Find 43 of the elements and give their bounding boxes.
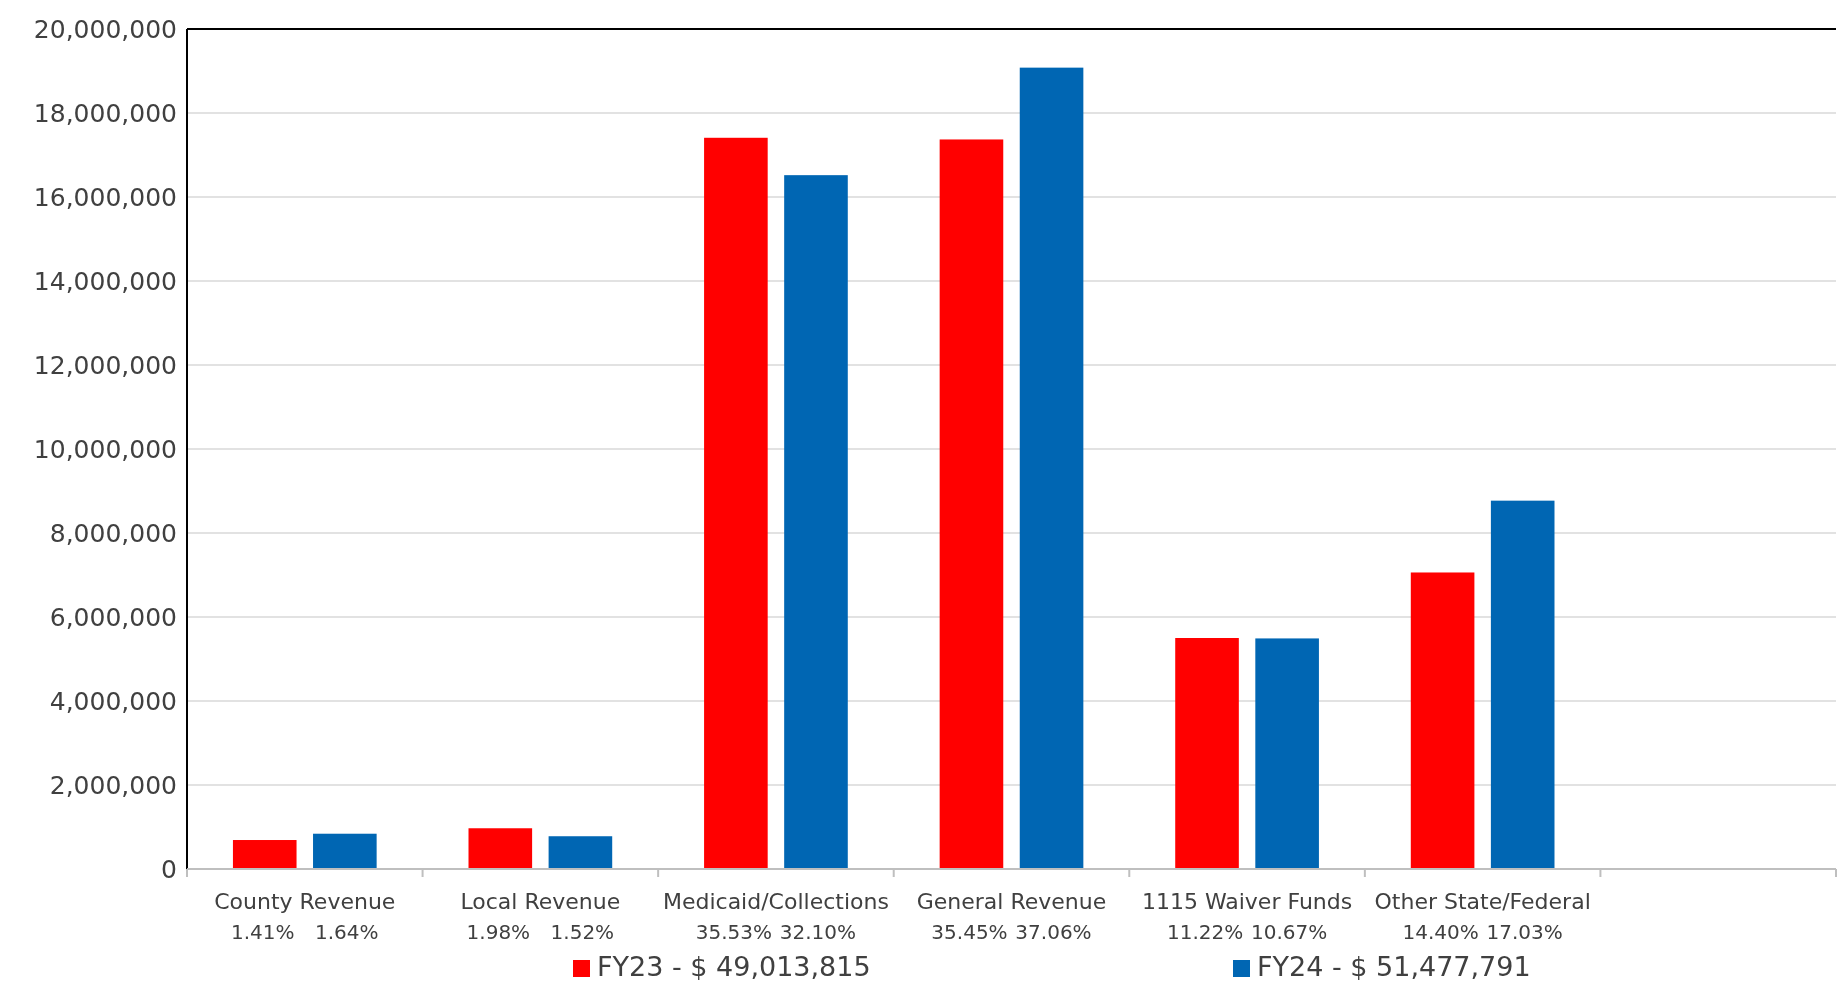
text: 1.64% [315, 920, 379, 944]
y-tick-label: 20,000,000 [33, 14, 177, 44]
text: 35.45% [931, 920, 1008, 944]
text: 10.67% [1250, 920, 1328, 944]
x-tick-label: Local Revenue [460, 889, 621, 914]
text: 17.03% [1486, 920, 1563, 944]
bar [468, 828, 533, 869]
y-tick-label: 0 [161, 854, 177, 884]
y-tick-label: 8,000,000 [49, 518, 177, 548]
x-tick-label: County Revenue [214, 889, 396, 914]
bar [313, 833, 377, 869]
bar [939, 139, 1004, 869]
text: 11.22% [1166, 920, 1244, 944]
bar [1019, 67, 1084, 869]
y-tick-label: 12,000,000 [33, 350, 177, 380]
y-tick-label: 2,000,000 [49, 770, 177, 800]
text: 14.40% [1402, 920, 1479, 944]
text: 35.53% [695, 920, 773, 944]
bar [232, 840, 297, 869]
bar [548, 836, 613, 869]
x-tick-label: General Revenue [916, 889, 1107, 914]
legend-label: FY24 - $ 51,477,791 [1257, 951, 1531, 982]
bar [704, 137, 768, 869]
y-tick-label: 18,000,000 [33, 98, 177, 128]
text: 1.41% [231, 920, 295, 944]
bar [1490, 500, 1555, 869]
x-tick-label: Other State/Federal [1374, 889, 1591, 914]
text: 1.98% [466, 920, 531, 944]
bar [1410, 572, 1475, 869]
bar [784, 175, 848, 869]
y-tick-label: 4,000,000 [49, 686, 177, 716]
y-tick-label: 10,000,000 [33, 434, 177, 464]
text: 1.52% [550, 920, 615, 944]
y-tick-label: 6,000,000 [49, 602, 177, 632]
legend-label: FY23 - $ 49,013,815 [597, 951, 871, 982]
text: 32.10% [779, 920, 857, 944]
bar [1255, 638, 1319, 869]
text: 37.06% [1015, 920, 1092, 944]
x-tick-label: Medicaid/Collections [662, 889, 889, 914]
x-tick-label: 1115 Waiver Funds [1141, 889, 1353, 914]
bar [1175, 638, 1239, 869]
y-tick-label: 16,000,000 [33, 182, 177, 212]
y-tick-label: 14,000,000 [33, 266, 177, 296]
